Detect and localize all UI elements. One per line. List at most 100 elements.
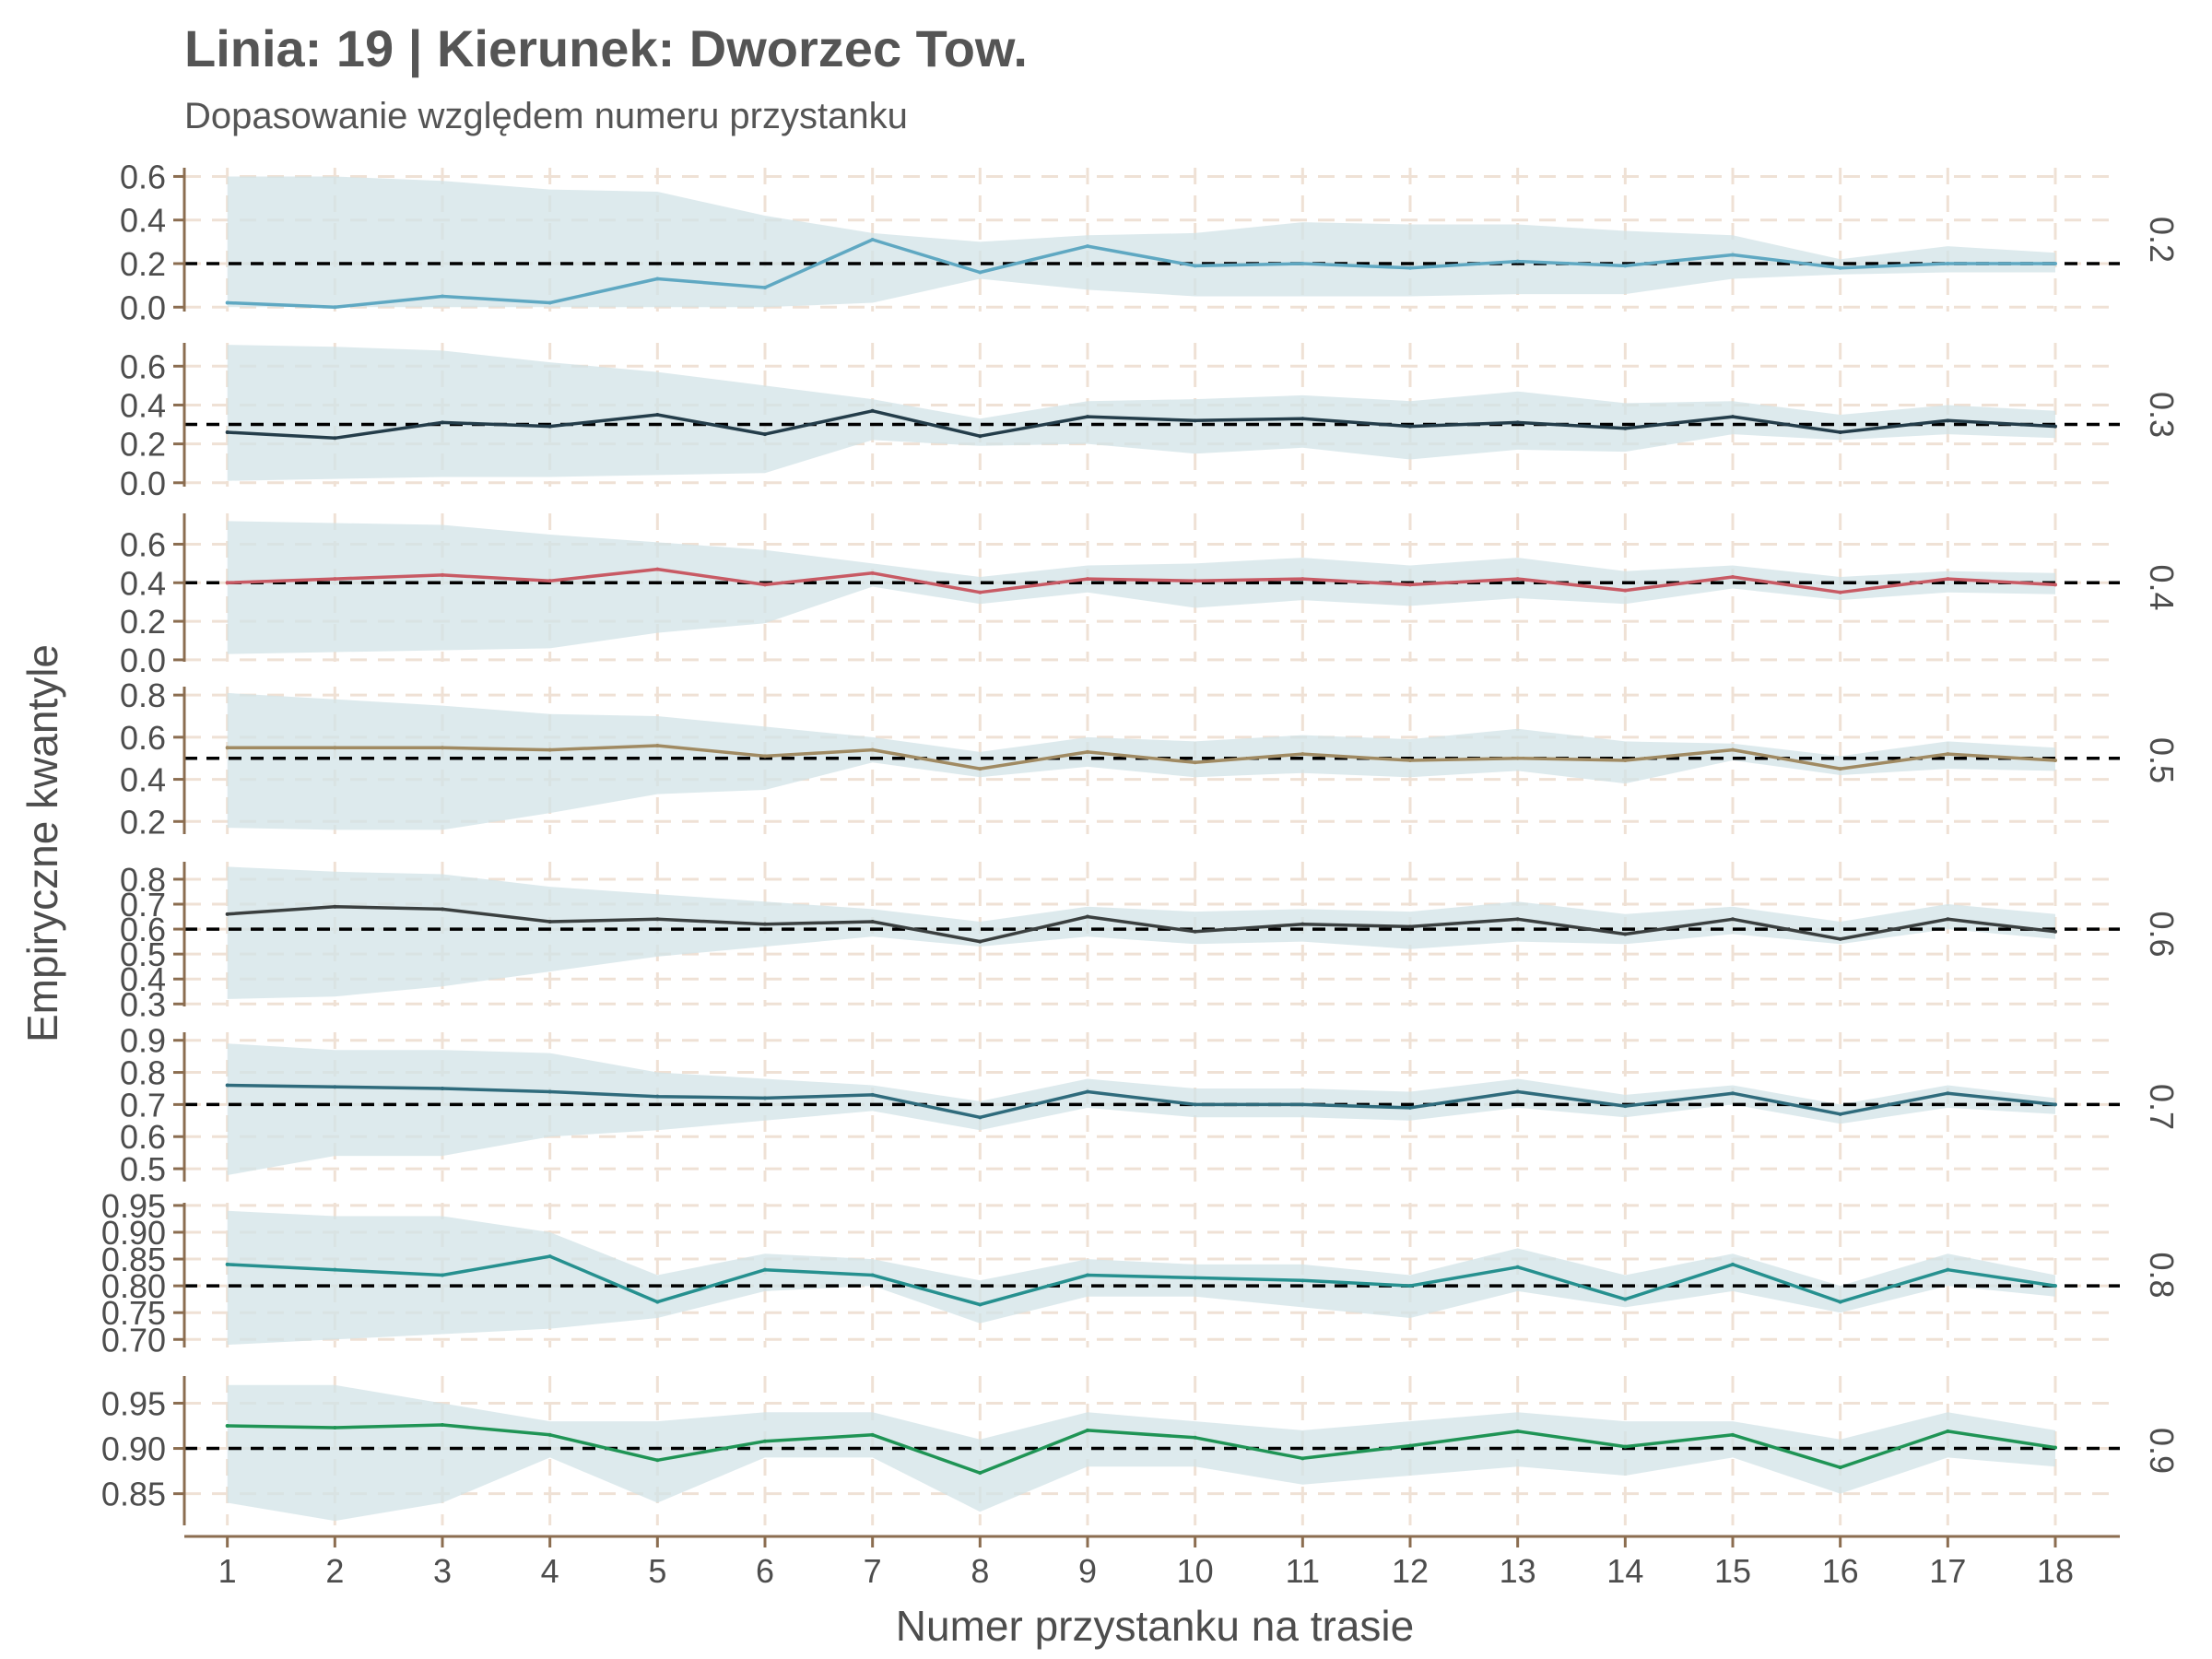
x-axis-title: Numer przystanku na trasie bbox=[896, 1602, 1414, 1650]
data-point bbox=[1731, 1262, 1735, 1266]
y-tick-label: 0.7 bbox=[120, 1086, 166, 1124]
y-tick-label: 0.4 bbox=[120, 761, 166, 799]
data-point bbox=[1623, 1444, 1628, 1449]
y-tick-label: 0.0 bbox=[120, 641, 166, 679]
data-point bbox=[1838, 936, 1842, 941]
data-point bbox=[763, 754, 767, 759]
x-tick-label: 16 bbox=[1822, 1552, 1859, 1590]
data-point bbox=[870, 238, 875, 241]
confidence-band bbox=[227, 521, 2056, 654]
y-tick-label: 0.8 bbox=[120, 677, 166, 714]
chart-panels: 0.00.20.40.60.20.00.20.40.60.30.00.20.40… bbox=[101, 158, 2181, 1525]
data-point bbox=[333, 1425, 337, 1430]
data-point bbox=[2053, 424, 2057, 429]
x-axis: 1 2 3 4 5 6 7 8 9 10 11 12 13 14 15 16 17 18 bbox=[184, 1535, 2120, 1590]
x-tick-label: 18 bbox=[2037, 1552, 2074, 1590]
series-line bbox=[227, 238, 2055, 310]
y-tick-label: 0.75 bbox=[101, 1294, 166, 1332]
x-tick-label: 15 bbox=[1714, 1552, 1751, 1590]
data-point bbox=[441, 1423, 444, 1428]
data-point bbox=[1838, 767, 1842, 771]
data-point bbox=[1838, 590, 1842, 594]
data-point bbox=[763, 1439, 767, 1443]
x-tick-label: 17 bbox=[1929, 1552, 1966, 1590]
y-tick-label: 0.6 bbox=[120, 911, 166, 948]
data-point bbox=[1838, 1112, 1842, 1116]
data-point bbox=[978, 590, 982, 594]
y-tick-label: 0.0 bbox=[120, 288, 166, 326]
chart-title: Linia: 19 | Kierunek: Dworzec Tow. bbox=[184, 19, 1028, 77]
facet-strip-label: 0.6 bbox=[2143, 911, 2181, 957]
data-point bbox=[870, 1092, 875, 1097]
x-tick-label: 12 bbox=[1392, 1552, 1429, 1590]
data-point bbox=[1086, 1428, 1089, 1432]
y-tick-label: 0.6 bbox=[120, 1118, 166, 1156]
x-tick-label: 3 bbox=[433, 1552, 452, 1590]
data-point bbox=[1515, 756, 1520, 760]
chart-subtitle: Dopasowanie względem numeru przystanku bbox=[184, 96, 908, 136]
data-point bbox=[225, 429, 229, 434]
y-tick-label: 0.2 bbox=[120, 603, 166, 641]
data-point bbox=[441, 294, 444, 299]
y-tick-label: 0.2 bbox=[120, 245, 166, 283]
data-point bbox=[2053, 1284, 2057, 1288]
data-point bbox=[870, 747, 875, 752]
data-point bbox=[1946, 1091, 1950, 1096]
data-point bbox=[1086, 914, 1089, 919]
x-tick-label: 9 bbox=[1078, 1552, 1097, 1590]
y-axis-title: Empiryczne kwantyle bbox=[18, 644, 66, 1042]
panel-0.4: 0.00.20.40.60.4 bbox=[120, 513, 2181, 679]
data-point bbox=[1086, 749, 1089, 754]
series-line bbox=[227, 904, 2056, 944]
x-tick-label: 7 bbox=[864, 1552, 882, 1590]
y-tick-label: 0.4 bbox=[120, 564, 166, 602]
data-point bbox=[870, 1273, 875, 1277]
data-point bbox=[1408, 265, 1412, 270]
y-tick-label: 0.9 bbox=[120, 1022, 166, 1060]
data-point bbox=[1623, 588, 1628, 593]
panel-0.3: 0.00.20.40.6 0.3 bbox=[120, 343, 2181, 502]
data-point bbox=[978, 434, 982, 439]
data-point bbox=[1300, 752, 1305, 757]
data-point bbox=[1086, 1273, 1089, 1277]
data-point bbox=[1515, 1089, 1520, 1094]
panel-0.7: 0.50.60.70.80.90.7 bbox=[120, 1022, 2181, 1188]
data-point bbox=[763, 1267, 767, 1272]
data-point bbox=[1946, 1267, 1950, 1272]
data-point bbox=[655, 413, 660, 417]
x-tick-label: 6 bbox=[756, 1552, 774, 1590]
series-line bbox=[227, 1083, 2056, 1120]
panel-0.5: 0.2 0.4 0.6 0.8 0.5 bbox=[120, 677, 2181, 841]
x-tick-label: 1 bbox=[218, 1552, 237, 1590]
data-point bbox=[1946, 917, 1950, 922]
data-point bbox=[1731, 1091, 1735, 1096]
data-point bbox=[1408, 1105, 1412, 1110]
data-point bbox=[1300, 922, 1305, 926]
data-point bbox=[655, 917, 660, 922]
data-point bbox=[655, 1300, 660, 1304]
data-point bbox=[1623, 426, 1628, 430]
x-tick-label: 10 bbox=[1177, 1552, 1214, 1590]
y-tick-label: 0.2 bbox=[120, 803, 166, 841]
data-point bbox=[1408, 924, 1412, 929]
data-point bbox=[225, 1424, 229, 1428]
data-point bbox=[870, 571, 875, 575]
y-tick-label: 0.3 bbox=[120, 985, 166, 1023]
data-point bbox=[978, 1115, 982, 1120]
data-point bbox=[441, 1273, 444, 1277]
data-point bbox=[333, 577, 337, 582]
y-tick-label: 0.4 bbox=[120, 202, 166, 240]
data-point bbox=[1731, 253, 1735, 257]
y-tick-label: 0.6 bbox=[120, 719, 166, 757]
data-point bbox=[1515, 917, 1520, 922]
x-tick-label: 5 bbox=[648, 1552, 666, 1590]
data-point bbox=[547, 1432, 552, 1437]
data-point bbox=[1086, 244, 1089, 249]
y-tick-label: 0.95 bbox=[101, 1187, 166, 1225]
data-point bbox=[1086, 415, 1089, 419]
data-point bbox=[1623, 1297, 1628, 1301]
data-point bbox=[2053, 582, 2057, 587]
data-point bbox=[441, 420, 444, 425]
data-point bbox=[333, 305, 337, 310]
